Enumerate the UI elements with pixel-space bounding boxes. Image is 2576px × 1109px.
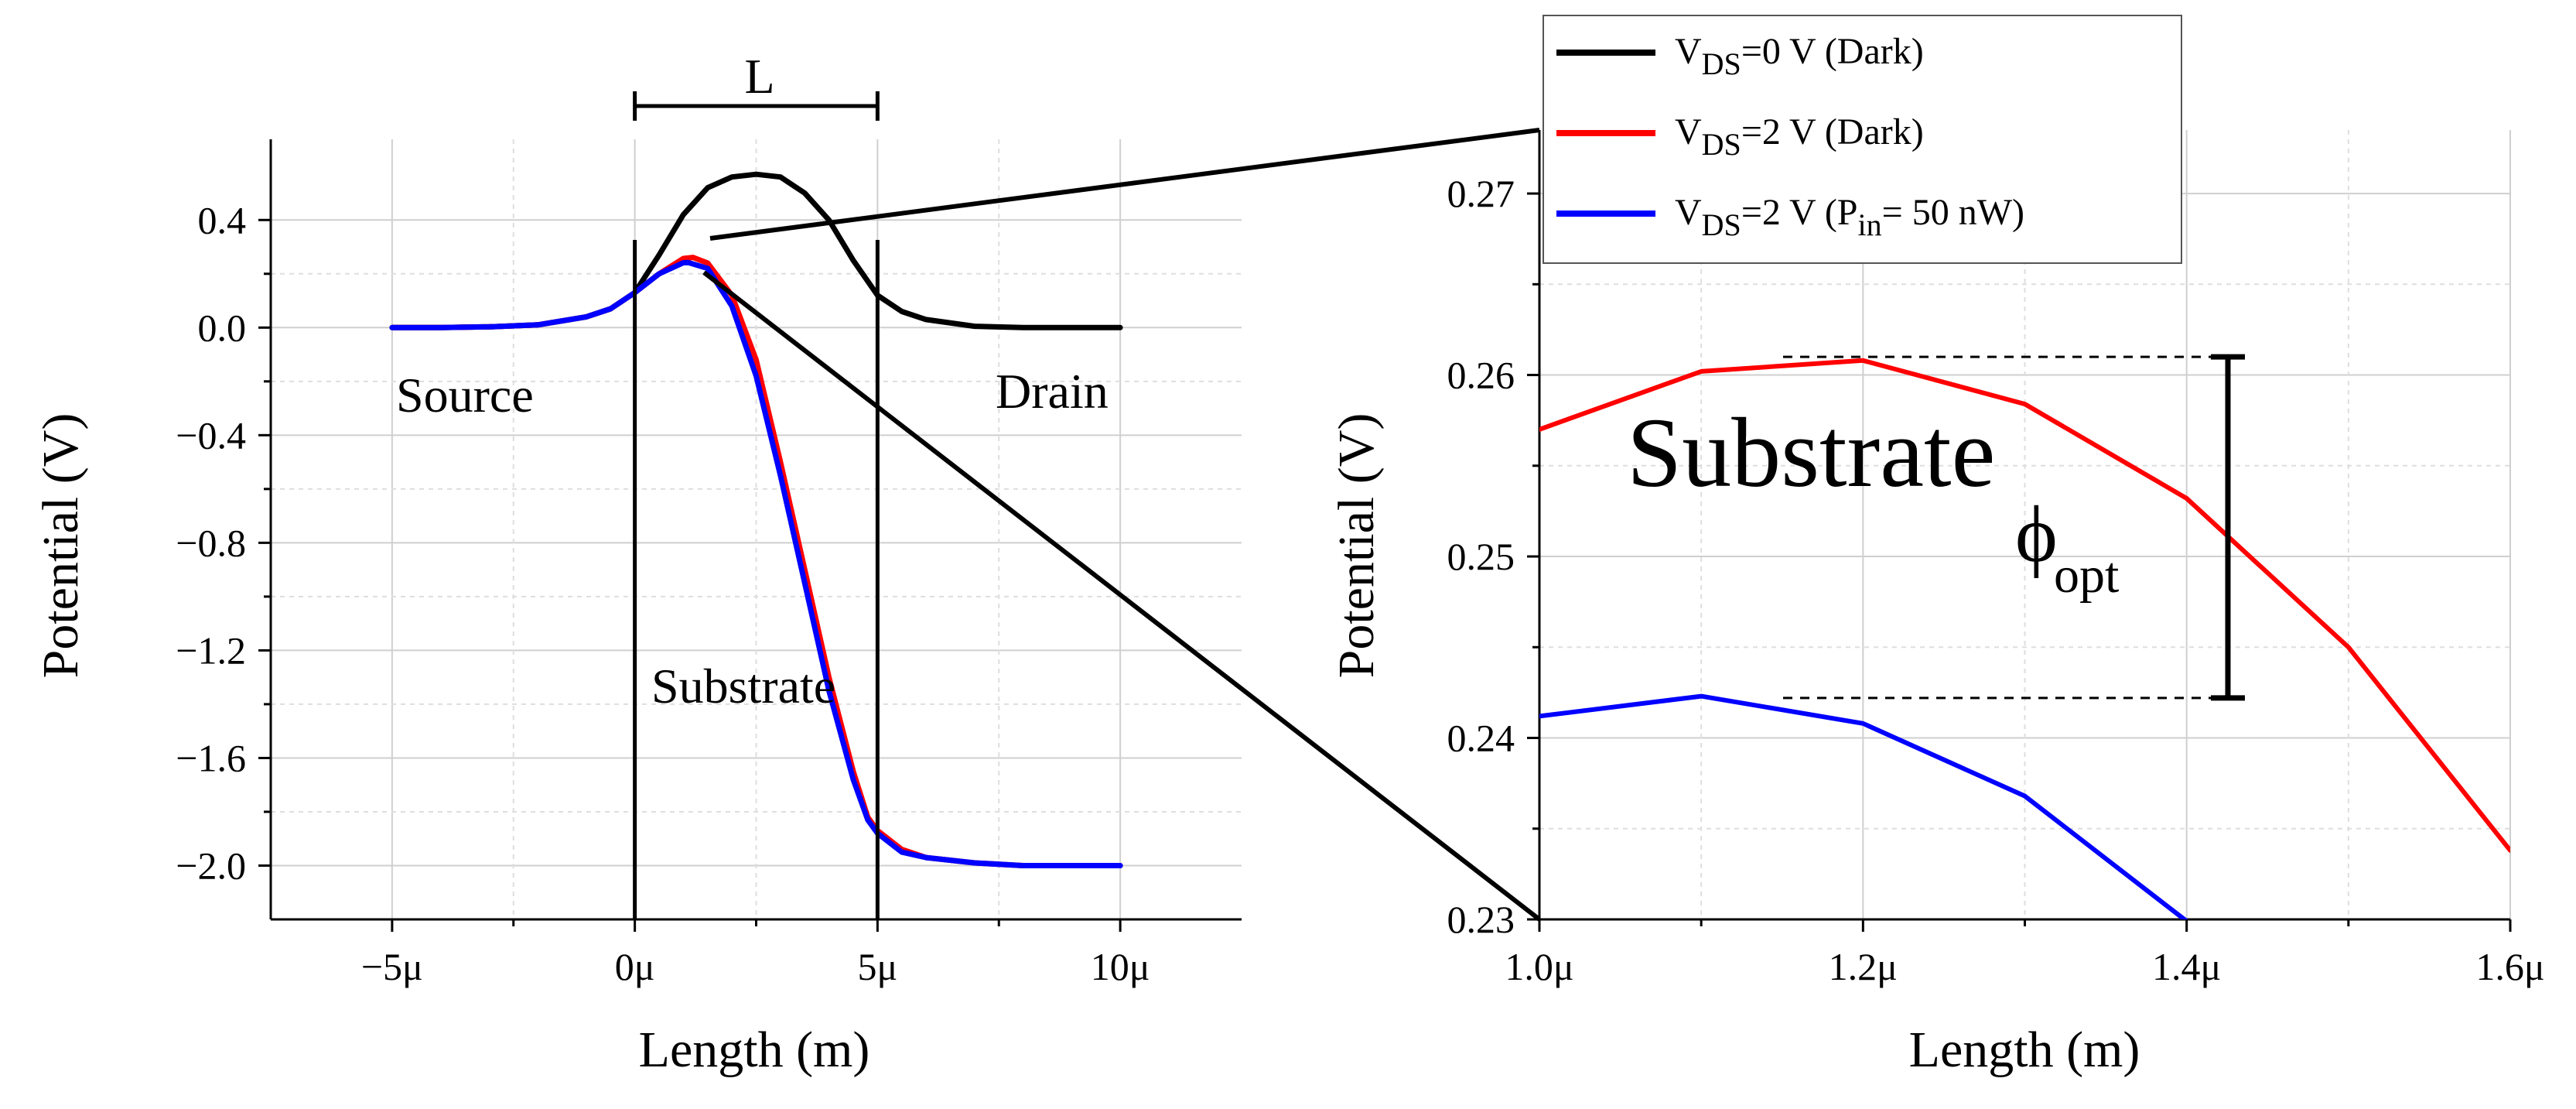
- inset-chart-tick-labels: 1.0μ 1.2μ 1.4μ 1.6μ 0.23 0.24 0.25 0.26 0.27: [1447, 172, 2545, 988]
- channel-length-label: L: [744, 49, 774, 104]
- x-tick-label: 10μ: [1091, 945, 1150, 988]
- y-tick-label: 0.24: [1447, 717, 1515, 760]
- x-tick-label: 1.4μ: [2152, 945, 2221, 988]
- series-line-vds-2-v-dark-: [1539, 358, 2510, 853]
- x-tick-label: −5μ: [361, 945, 423, 988]
- main-chart-axes: [258, 139, 1242, 932]
- y-tick-label: 0.4: [198, 198, 247, 241]
- inset-y-axis-label: Potential (V): [1328, 413, 1385, 679]
- y-tick-label: −0.8: [176, 521, 246, 564]
- x-tick-label: 1.2μ: [1829, 945, 1898, 988]
- main-y-axis-label: Potential (V): [32, 413, 89, 679]
- y-tick-label: −0.4: [176, 413, 246, 457]
- y-tick-label: −1.6: [176, 736, 246, 779]
- inset-chart-axes: [1527, 130, 2512, 932]
- y-tick-label: 0.23: [1447, 898, 1515, 941]
- legend: VDS=0 V (Dark) VDS=2 V (Dark) VDS=2 V (P…: [1543, 15, 2182, 264]
- phi-opt-subscript: opt: [2054, 547, 2119, 604]
- main-chart-annotations: [633, 91, 880, 919]
- series-group: [1539, 358, 2510, 919]
- substrate-label: Substrate: [651, 659, 835, 714]
- main-chart-tick-labels: −5μ 0μ 5μ 10μ 0.4 0.0 −0.4 −0.8 −1.2 −1.6 −2.0: [176, 198, 1150, 988]
- x-tick-label: 1.6μ: [2475, 945, 2544, 988]
- series-line-vds-2-v-pin-50-nw-: [389, 259, 1123, 868]
- phi-opt-symbol: ϕ: [2015, 490, 2058, 579]
- y-tick-label: 0.0: [198, 306, 247, 349]
- main-x-axis-label: Length (m): [639, 1022, 870, 1078]
- y-tick-label: 0.25: [1447, 535, 1515, 578]
- zoom-connector-top: [709, 128, 1540, 241]
- legend-box: [1543, 15, 2182, 264]
- x-tick-label: 0μ: [615, 945, 655, 988]
- zoom-connector-bottom: [702, 270, 1541, 922]
- inset-chart-series: [1539, 358, 2510, 919]
- inset-chart-annotations: [1783, 354, 2245, 701]
- x-tick-label: 5μ: [857, 945, 897, 988]
- y-tick-label: −1.2: [176, 628, 246, 672]
- inset-x-axis-label: Length (m): [1909, 1022, 2140, 1078]
- series-group: [389, 171, 1123, 868]
- legend-entry-vds0-dark: VDS=0 V (Dark): [1675, 31, 1924, 81]
- main-chart-panel: −5μ 0μ 5μ 10μ 0.4 0.0 −0.4 −0.8 −1.2 −1.6 −2.0 Len…: [32, 49, 1242, 1078]
- source-label: Source: [396, 368, 534, 423]
- y-tick-label: 0.27: [1447, 172, 1515, 215]
- series-line-vds-2-v-pin-50-nw-: [1539, 693, 2188, 919]
- legend-entry-vds2-light: VDS=2 V (Pin= 50 nW): [1675, 192, 2024, 242]
- inset-substrate-label: Substrate: [1627, 398, 1995, 508]
- main-chart-series: [389, 171, 1123, 868]
- drain-label: Drain: [996, 364, 1109, 419]
- x-tick-label: 1.0μ: [1505, 945, 1573, 988]
- legend-entry-vds2-dark: VDS=2 V (Dark): [1675, 111, 1924, 162]
- y-tick-label: −2.0: [176, 844, 246, 887]
- main-chart-grid: [271, 139, 1242, 919]
- y-tick-label: 0.26: [1447, 354, 1515, 397]
- inset-chart-panel: 1.0μ 1.2μ 1.4μ 1.6μ 0.23 0.24 0.25 0.26 0.27 Len…: [1328, 130, 2545, 1078]
